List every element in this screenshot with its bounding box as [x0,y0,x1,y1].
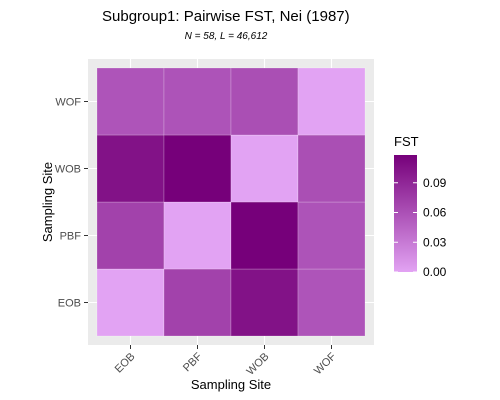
legend-colorbar [394,155,417,272]
heatmap-cell-wob-pbf [230,201,299,270]
heatmap-cell-wob-wof [230,67,299,136]
y-axis-title: Sampling Site [40,162,55,242]
heatmap-cell-pbf-pbf [163,201,232,270]
chart-subtitle: N = 58, L = 46,612 [185,31,268,42]
heatmap-cell-pbf-eob [163,268,232,337]
x-tick-label: WOB [245,351,272,378]
legend-title: FST [394,134,419,149]
x-axis-title: Sampling Site [191,377,271,392]
y-tick-label: WOF [55,97,81,109]
y-tick-label: WOB [55,164,81,176]
heatmap-cell-wob-eob [230,268,299,337]
heatmap-cell-eob-wob [96,134,165,203]
y-tick-label: EOB [58,298,81,310]
y-tick-label: PBF [60,231,82,243]
legend-ticks: 0.00 0.03 0.06 0.09 [394,176,447,279]
heatmap-cell-pbf-wof [163,67,232,136]
heatmap-cell-wof-wof [297,67,366,136]
heatmap-cell-pbf-wob [163,134,232,203]
legend-tick-label: 0.06 [423,206,447,220]
x-axis: EOB PBF WOB WOF [113,345,339,378]
x-tick-label: EOB [113,351,138,376]
heatmap-cell-wof-wob [297,134,366,203]
x-tick-label: WOF [312,350,339,377]
legend-tick-label: 0.09 [423,176,447,190]
heatmap-cells [96,67,366,337]
heatmap-cell-eob-wof [96,67,165,136]
x-tick-label: PBF [181,350,205,374]
heatmap-cell-wof-eob [297,268,366,337]
heatmap-cell-eob-pbf [96,201,165,270]
legend-tick-label: 0.03 [423,235,447,249]
heatmap-cell-wof-pbf [297,201,366,270]
legend: FST 0.00 0.03 0.06 0.09 [394,134,447,279]
legend-tick-label: 0.00 [423,265,447,279]
chart-title: Subgroup1: Pairwise FST, Nei (1987) [102,8,350,25]
y-axis: EOB PBF WOB WOF [55,97,88,310]
heatmap-cell-wob-wob [230,134,299,203]
heatmap-cell-eob-eob [96,268,165,337]
